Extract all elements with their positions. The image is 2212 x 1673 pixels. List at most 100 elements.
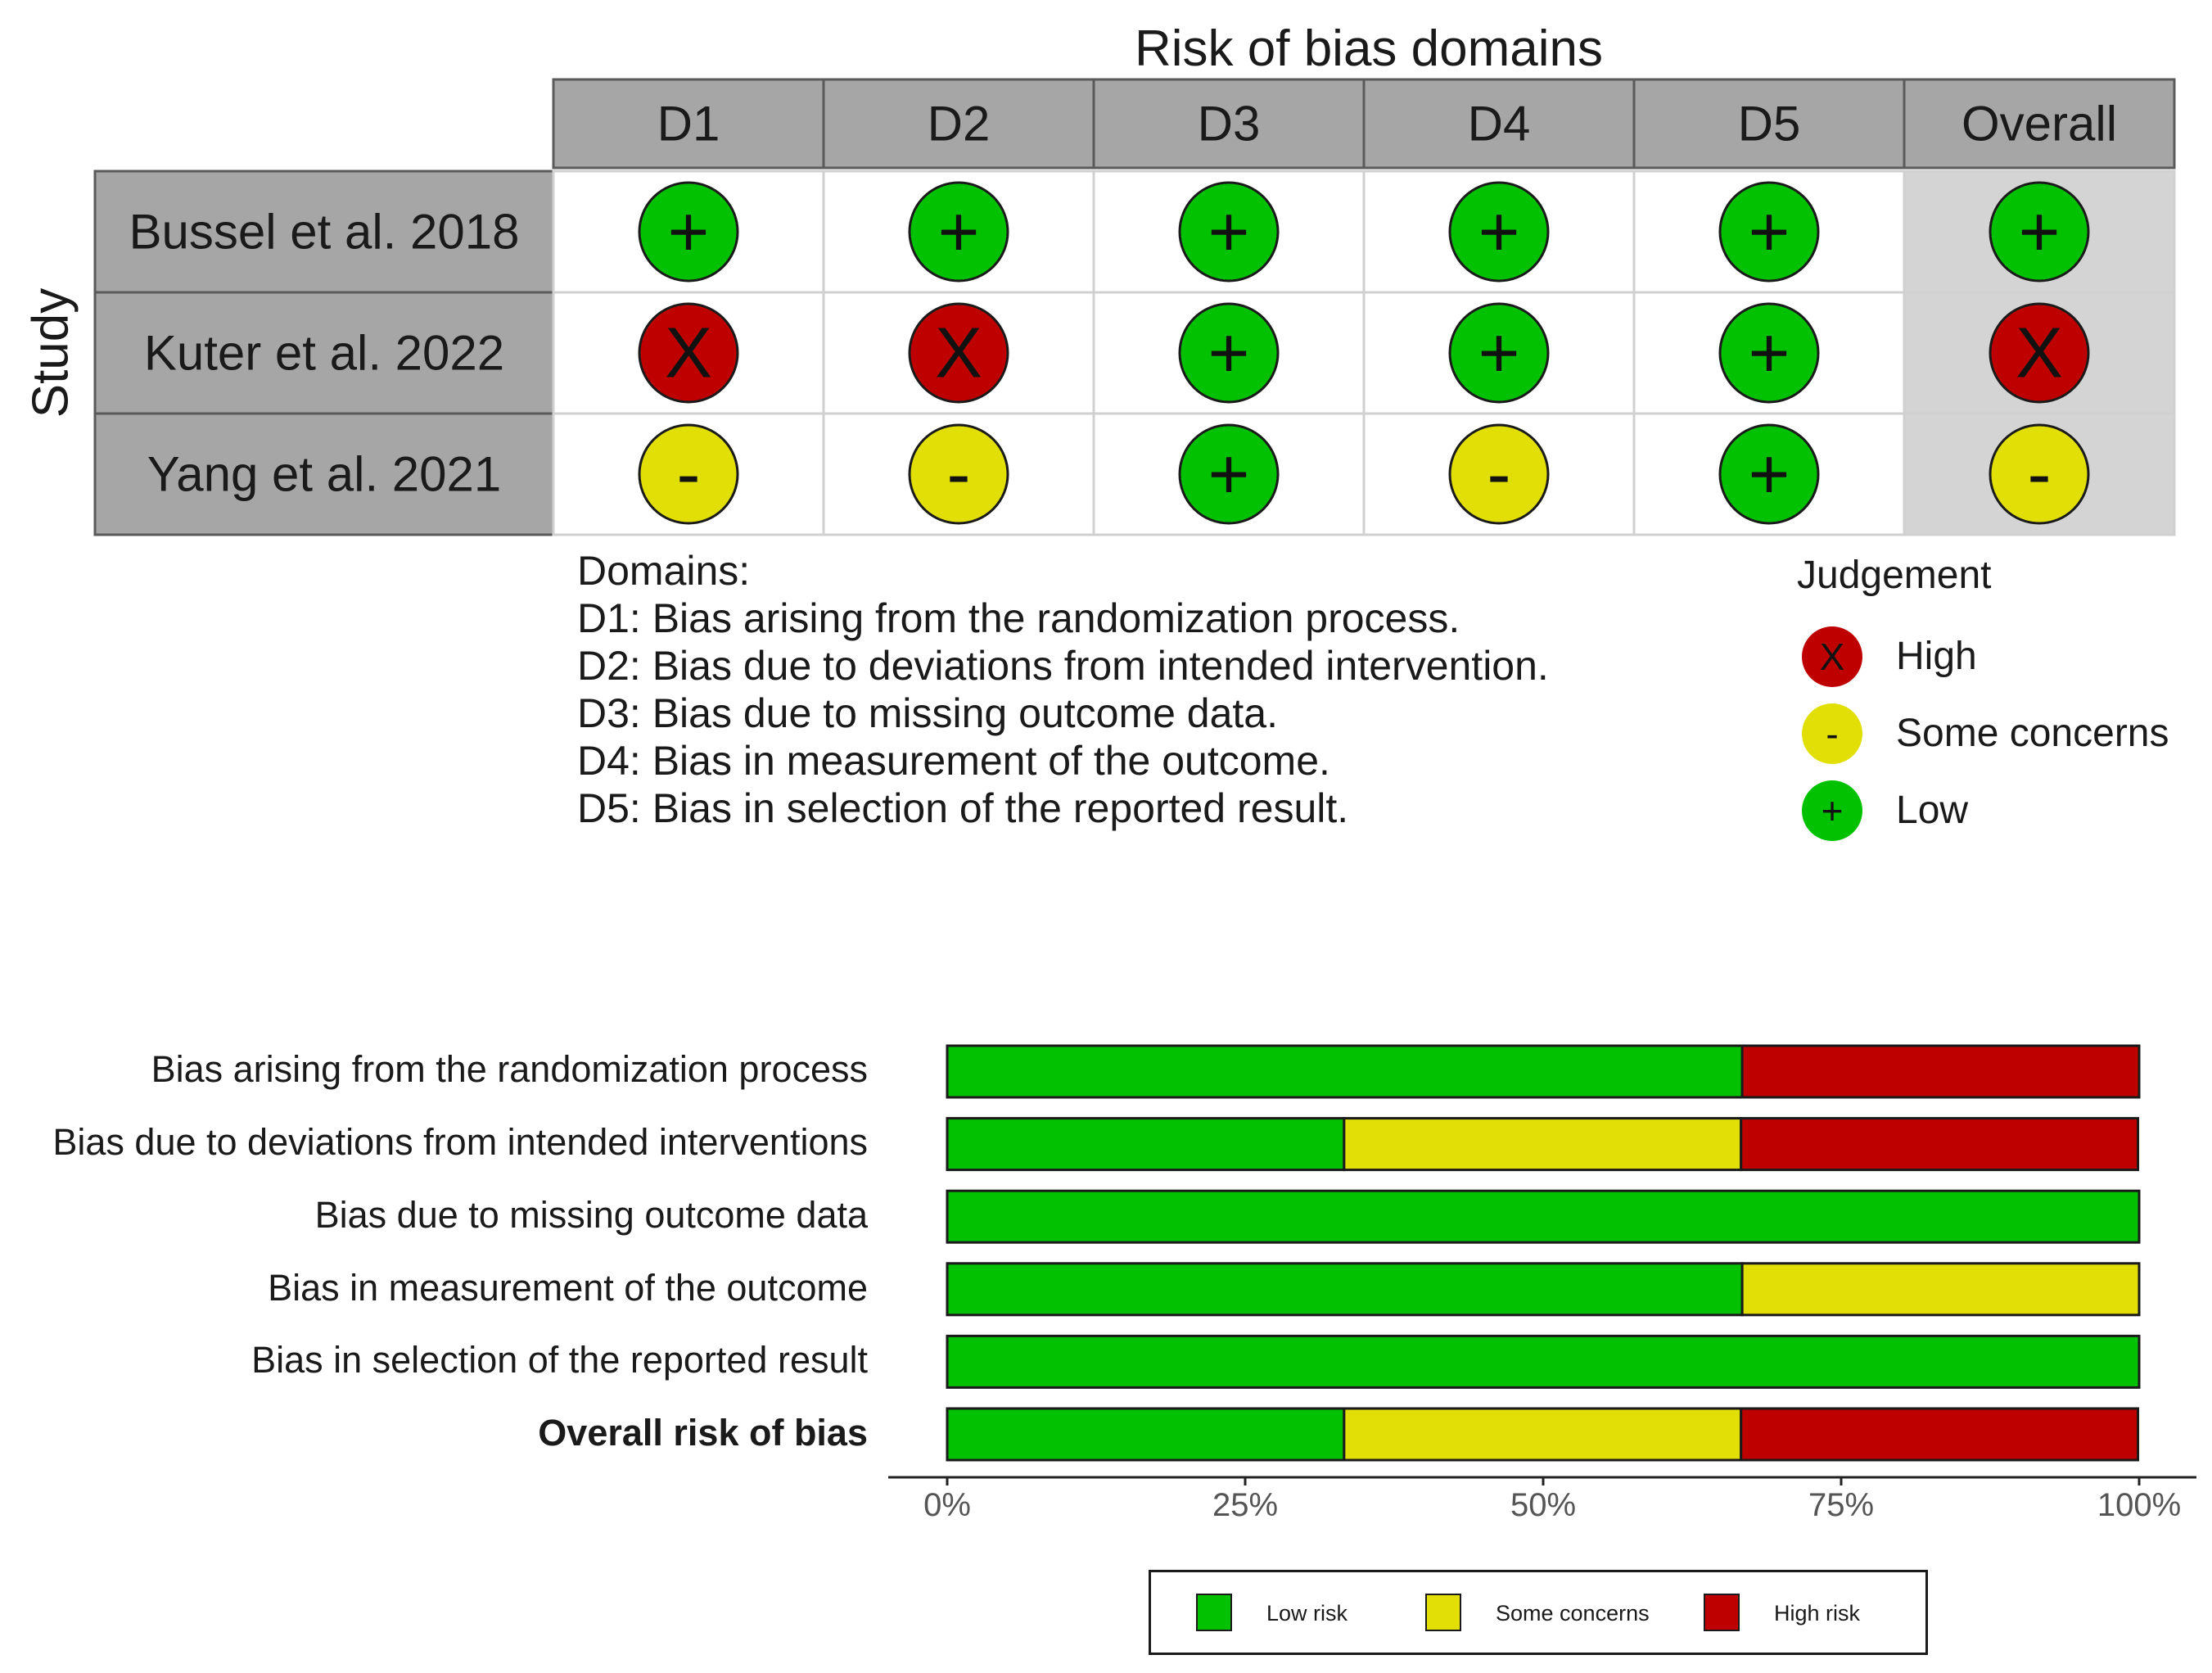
x-tick-label: 25% — [1212, 1487, 1279, 1523]
judgement-mark: + — [1718, 181, 1820, 283]
domain-def-d3: D3: Bias due to missing outcome data. — [577, 690, 1279, 736]
judgement-circle — [638, 302, 739, 404]
judgement-mark: + — [638, 181, 739, 283]
judgement-mark: + — [1718, 302, 1820, 404]
legend-swatch-some-concerns — [1425, 1594, 1461, 1631]
judgement-circle — [908, 181, 1009, 283]
judgement-legend-label: Low — [1896, 789, 1969, 832]
judgement-circle — [1448, 423, 1550, 525]
judgement-mark: + — [1178, 181, 1280, 283]
x-tick-label: 0% — [923, 1487, 971, 1523]
judgement-mark: - — [908, 423, 1009, 525]
bar-legend-label: Some concerns — [1496, 1601, 1650, 1626]
judgement-symbol: + — [2019, 192, 2061, 272]
judgement-symbol: - — [677, 435, 701, 514]
x-tick-label: 100% — [2097, 1487, 2182, 1523]
study-label-cell — [93, 412, 555, 536]
judgement-circle — [1178, 302, 1280, 404]
judgement-mark: + — [1989, 181, 2090, 283]
domains-legend-title: Domains: — [577, 548, 751, 594]
judgement-circle — [1989, 181, 2090, 283]
column-header-cell — [1903, 78, 2176, 170]
bar-segment — [946, 1407, 1346, 1462]
judgement-circle — [638, 423, 739, 525]
judgement-mark: + — [1448, 181, 1550, 283]
judgement-circle — [1718, 423, 1820, 525]
judgement-mark: + — [908, 181, 1009, 283]
legend-swatch-high — [1704, 1594, 1740, 1631]
legend-swatch-low — [1196, 1594, 1232, 1631]
column-header-label: D1 — [657, 97, 720, 151]
judgement-symbol: + — [1208, 192, 1250, 272]
traffic-light-table: D1 D2 D3 D4 D5 Overall Bussel et al. 2018 + + + + +… — [93, 78, 2176, 536]
bar-segment — [946, 1117, 1346, 1172]
judgement-circle — [1448, 181, 1550, 283]
judgement-circle — [1989, 423, 2090, 525]
judgement-symbol: + — [1749, 435, 1790, 514]
column-header-label: D2 — [928, 97, 991, 151]
column-header-cell — [1632, 78, 1906, 170]
domain-def-d1: D1: Bias arising from the randomization … — [577, 595, 1460, 641]
bar-segment — [946, 1189, 2141, 1244]
judgement-symbol: + — [668, 192, 710, 272]
stacked-bar-chart — [888, 1044, 2196, 1485]
judgement-symbol: + — [1478, 314, 1520, 393]
judgement-circle — [1989, 302, 2090, 404]
judgement-mark: X — [1989, 302, 2090, 404]
domain-def-d4: D4: Bias in measurement of the outcome. — [577, 738, 1330, 784]
judgement-circle — [908, 423, 1009, 525]
judgement-mark: X — [908, 302, 1009, 404]
judgement-mark: - — [1448, 423, 1550, 525]
bar-category-label: Bias in measurement of the outcome — [268, 1267, 868, 1309]
judgement-circle — [908, 302, 1009, 404]
bar-category-label: Bias in selection of the reported result — [251, 1339, 868, 1381]
judgement-symbol: + — [1208, 435, 1250, 514]
judgement-circle — [1718, 302, 1820, 404]
judgement-symbol: X — [665, 314, 712, 393]
judgement-mark: - — [1989, 423, 2090, 525]
column-header-cell — [1092, 78, 1366, 170]
bar-legend-label: High risk — [1774, 1601, 1861, 1626]
study-label: Bussel et al. 2018 — [129, 205, 520, 260]
domain-def-d5: D5: Bias in selection of the reported re… — [577, 785, 1349, 831]
judgement-legend-label: Some concerns — [1896, 712, 2169, 755]
judgement-symbol: X — [935, 314, 982, 393]
x-circle-icon: X — [1802, 626, 1862, 687]
bar-legend-label: Low risk — [1266, 1601, 1348, 1626]
study-label: Yang et al. 2021 — [147, 447, 502, 502]
judgement-symbol: + — [938, 192, 980, 272]
bar-segment — [1740, 1262, 2141, 1317]
x-tick-label: 50% — [1510, 1487, 1577, 1523]
column-header-label: D4 — [1468, 97, 1531, 151]
judgement-mark: + — [1718, 423, 1820, 525]
minus-circle-icon: - — [1802, 703, 1862, 764]
bar-category-label: Bias due to missing outcome data — [314, 1194, 868, 1236]
judgement-circle — [1178, 181, 1280, 283]
judgement-circle — [638, 181, 739, 283]
bar-category-label: Bias due to deviations from intended int… — [52, 1121, 868, 1163]
judgement-circle — [1718, 181, 1820, 283]
bar-segment — [946, 1334, 2141, 1389]
judgement-circle — [1178, 423, 1280, 525]
judgement-mark: + — [1178, 302, 1280, 404]
judgement-symbol: - — [947, 435, 971, 514]
judgement-circle — [1448, 302, 1550, 404]
domains-legend: Domains: D1: Bias arising from the rando… — [577, 547, 1549, 832]
legend-circle — [1802, 626, 1862, 687]
domain-def-d2: D2: Bias due to deviations from intended… — [577, 643, 1549, 689]
bar-segment — [1740, 1117, 2140, 1172]
plus-circle-icon: + — [1802, 780, 1862, 841]
x-tick-label: 75% — [1808, 1487, 1875, 1523]
column-header-label: Overall — [1961, 97, 2117, 151]
column-header-label: D3 — [1198, 97, 1261, 151]
column-header-label: D5 — [1738, 97, 1801, 151]
study-label: Kuter et al. 2022 — [144, 326, 504, 381]
study-label-cell — [93, 291, 555, 415]
judgement-legend-label: High — [1896, 635, 1977, 678]
legend-symbol: X — [1820, 635, 1845, 678]
panel-title: Risk of bias domains — [1134, 20, 1604, 77]
judgement-symbol: + — [1208, 314, 1250, 393]
column-header-cell — [552, 78, 825, 170]
